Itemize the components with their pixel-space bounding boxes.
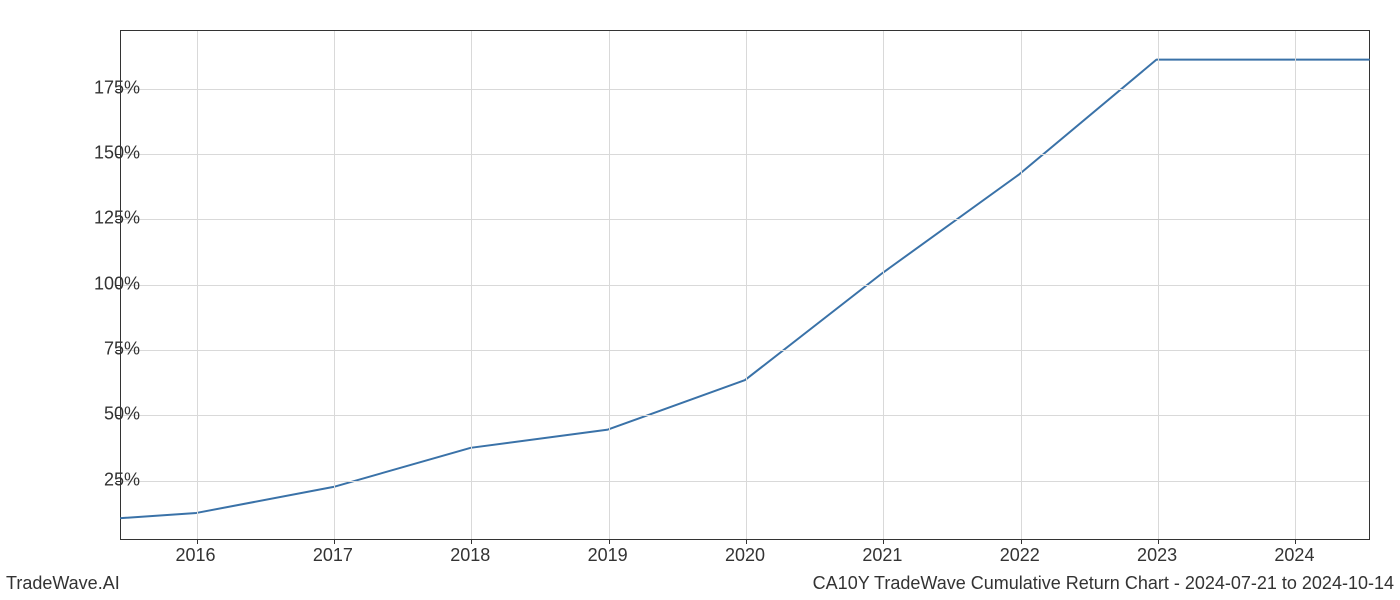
y-tick-label: 175%: [80, 77, 140, 98]
grid-line-vertical: [471, 31, 472, 539]
y-tick-label: 125%: [80, 208, 140, 229]
footer-right-caption: CA10Y TradeWave Cumulative Return Chart …: [813, 573, 1394, 594]
grid-line-horizontal: [121, 89, 1369, 90]
grid-line-vertical: [1158, 31, 1159, 539]
x-tick-label: 2021: [862, 545, 902, 566]
x-tick-mark: [197, 539, 198, 544]
x-tick-mark: [609, 539, 610, 544]
grid-line-vertical: [609, 31, 610, 539]
footer-left-brand: TradeWave.AI: [6, 573, 120, 594]
grid-line-vertical: [1021, 31, 1022, 539]
x-tick-label: 2023: [1137, 545, 1177, 566]
grid-line-vertical: [197, 31, 198, 539]
x-tick-label: 2018: [450, 545, 490, 566]
x-tick-label: 2020: [725, 545, 765, 566]
grid-line-vertical: [1295, 31, 1296, 539]
x-tick-label: 2017: [313, 545, 353, 566]
grid-line-horizontal: [121, 154, 1369, 155]
y-tick-label: 75%: [80, 339, 140, 360]
y-tick-label: 50%: [80, 404, 140, 425]
grid-line-horizontal: [121, 481, 1369, 482]
plot-area: [120, 30, 1370, 540]
x-tick-mark: [471, 539, 472, 544]
grid-line-horizontal: [121, 219, 1369, 220]
grid-line-horizontal: [121, 285, 1369, 286]
grid-line-vertical: [746, 31, 747, 539]
x-tick-mark: [1021, 539, 1022, 544]
y-tick-label: 100%: [80, 273, 140, 294]
grid-line-horizontal: [121, 350, 1369, 351]
y-tick-label: 25%: [80, 469, 140, 490]
chart-container: [120, 30, 1370, 540]
y-tick-label: 150%: [80, 142, 140, 163]
x-tick-mark: [746, 539, 747, 544]
x-tick-mark: [1295, 539, 1296, 544]
x-tick-mark: [1158, 539, 1159, 544]
x-tick-label: 2024: [1274, 545, 1314, 566]
grid-line-vertical: [334, 31, 335, 539]
x-tick-mark: [883, 539, 884, 544]
x-tick-label: 2019: [588, 545, 628, 566]
x-tick-label: 2016: [176, 545, 216, 566]
x-tick-label: 2022: [1000, 545, 1040, 566]
x-tick-mark: [334, 539, 335, 544]
grid-line-vertical: [883, 31, 884, 539]
grid-line-horizontal: [121, 415, 1369, 416]
